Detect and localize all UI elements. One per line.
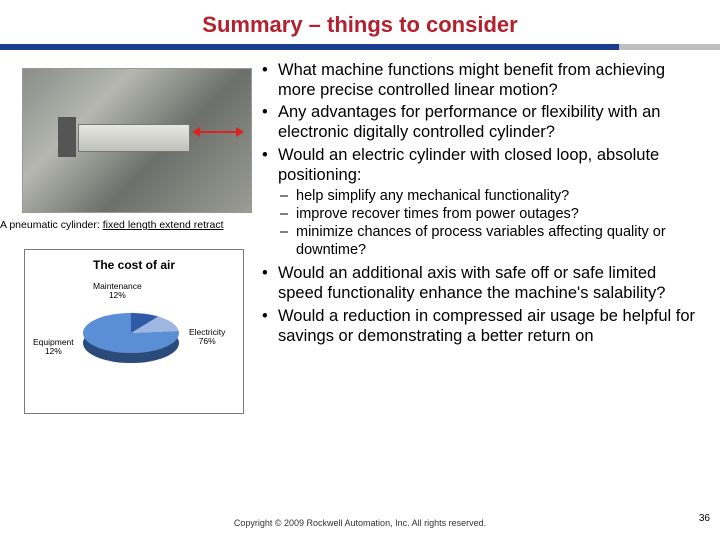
sub-2: minimize chances of process variables af… [278, 223, 702, 259]
bullet-2-text: Would an electric cylinder with closed l… [278, 146, 659, 184]
bullet-0: What machine functions might benefit fro… [262, 60, 702, 100]
pie-label-2: Electricity76% [189, 328, 225, 347]
left-column: A pneumatic cylinder: fixed length exten… [0, 68, 260, 414]
sub-0: help simplify any mechanical functionali… [278, 187, 702, 205]
caption-prefix: A pneumatic cylinder: [0, 219, 103, 231]
bullet-2: Would an electric cylinder with closed l… [262, 145, 702, 260]
motion-arrow-icon [198, 131, 238, 133]
title-text: Summary – things to consider [202, 12, 517, 37]
page-number: 36 [699, 513, 710, 524]
sub-1: improve recover times from power outages… [278, 205, 702, 223]
pie-title: The cost of air [25, 250, 243, 276]
slide-title: Summary – things to consider [0, 0, 720, 44]
pie-chart [83, 313, 179, 353]
bullet-4: Would a reduction in compressed air usag… [262, 306, 702, 346]
bullet-3: Would an additional axis with safe off o… [262, 263, 702, 303]
bullet-list: What machine functions might benefit fro… [262, 60, 702, 348]
photo-caption: A pneumatic cylinder: fixed length exten… [0, 219, 260, 231]
machine-photo [22, 68, 252, 213]
pie-label-0: Maintenance12% [93, 282, 142, 301]
pie-chart-box: The cost of air Maintenance12% Equipment… [24, 249, 244, 414]
content-area: A pneumatic cylinder: fixed length exten… [0, 50, 720, 530]
pie-label-1: Equipment12% [33, 338, 74, 357]
bullet-1: Any advantages for performance or flexib… [262, 102, 702, 142]
caption-underlined: fixed length extend retract [103, 219, 224, 231]
copyright: Copyright © 2009 Rockwell Automation, In… [0, 518, 720, 528]
